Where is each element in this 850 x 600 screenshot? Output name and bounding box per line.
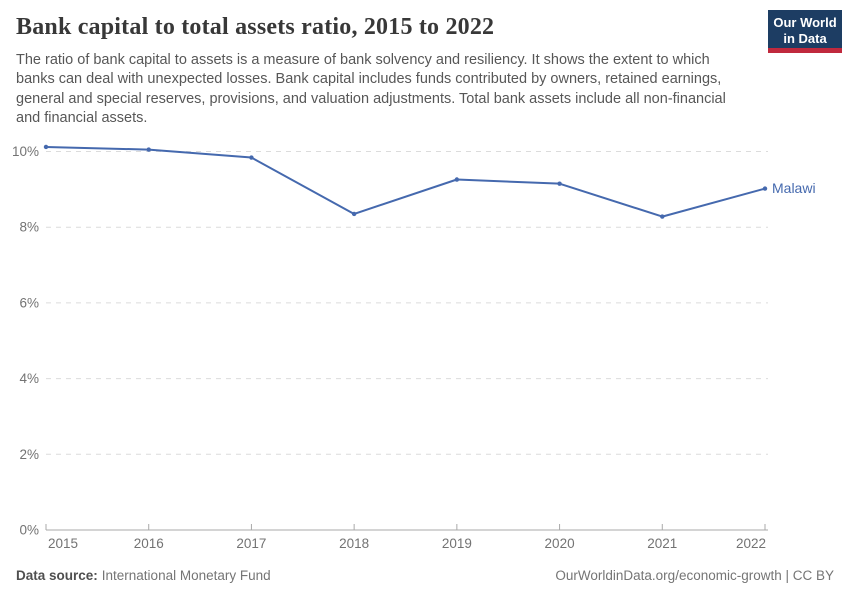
chart-footer: Data source: International Monetary Fund … (16, 568, 834, 583)
chart-title: Bank capital to total assets ratio, 2015… (16, 14, 495, 40)
x-tick-label: 2018 (339, 536, 369, 551)
x-tick-label: 2019 (442, 536, 472, 551)
y-tick-label: 10% (12, 144, 39, 159)
x-tick-label: 2021 (647, 536, 677, 551)
x-tick-label: 2016 (134, 536, 164, 551)
entity-label: Malawi (772, 180, 816, 196)
data-point (351, 211, 357, 217)
data-point (762, 186, 768, 191)
x-tick-label: 2017 (236, 536, 266, 551)
data-point (660, 214, 665, 219)
y-tick-label: 4% (19, 371, 39, 386)
data-point (249, 155, 254, 160)
chart-subtitle: The ratio of bank capital to assets is a… (16, 52, 726, 126)
x-tick-label: 2020 (545, 536, 575, 551)
data-point (43, 144, 49, 150)
data-source-label: Data source: (16, 568, 98, 583)
owid-logo[interactable]: Our World in Data (768, 10, 842, 53)
data-point (454, 177, 460, 182)
x-tick-label: 2022 (736, 536, 766, 551)
owid-logo-line2: in Data (783, 31, 827, 47)
credit-link[interactable]: OurWorldinData.org/economic-growth | CC … (555, 568, 834, 583)
y-tick-label: 0% (19, 523, 39, 538)
line-chart: 0% 2% 4% 6% 8% 10% 2015 2016 2017 2018 2019 2020 202… (12, 144, 816, 551)
data-source-note: Data source: International Monetary Fund (16, 568, 271, 583)
owid-logo-line1: Our World (773, 15, 837, 30)
y-tick-label: 2% (19, 447, 39, 462)
y-tick-label: 8% (19, 220, 39, 235)
data-source-value: International Monetary Fund (101, 568, 271, 583)
y-tick-label: 6% (19, 295, 39, 310)
x-tick-label: 2015 (48, 536, 78, 551)
data-line (45, 145, 766, 218)
data-point (146, 147, 151, 152)
data-point (557, 181, 562, 186)
